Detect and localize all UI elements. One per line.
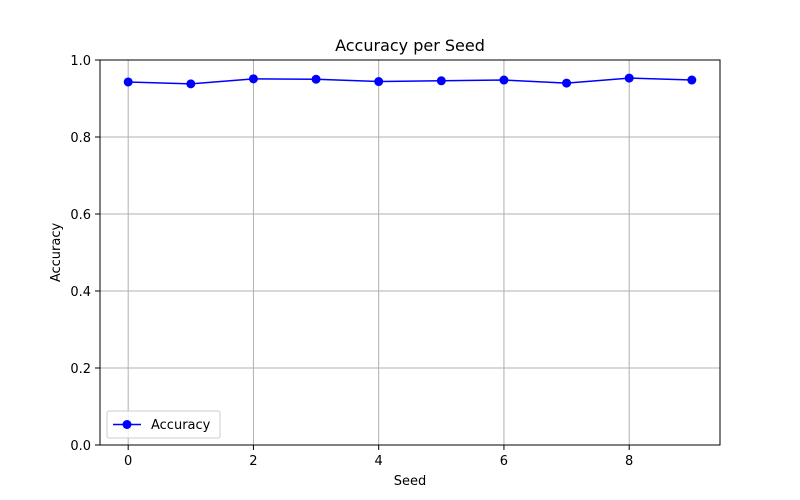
data-point bbox=[311, 74, 321, 84]
x-tick-label: 4 bbox=[375, 454, 383, 469]
series-layer bbox=[123, 73, 697, 89]
ticks-layer: 0 2 4 6 8 0.0 0.2 0.4 0.6 0.8 1.0 bbox=[70, 54, 633, 469]
data-point bbox=[562, 78, 572, 88]
chart-title: Accuracy per Seed bbox=[335, 36, 485, 55]
y-tick-label: 0.4 bbox=[70, 285, 91, 300]
data-point bbox=[624, 73, 634, 83]
x-axis-title: Seed bbox=[394, 474, 427, 489]
x-tick-label: 8 bbox=[625, 454, 633, 469]
y-tick-label: 1.0 bbox=[70, 54, 91, 69]
x-tick-label: 0 bbox=[124, 454, 132, 469]
y-tick-label: 0.8 bbox=[70, 131, 91, 146]
y-axis-title: Accuracy bbox=[49, 223, 64, 283]
data-point bbox=[687, 75, 697, 85]
legend-label: Accuracy bbox=[151, 418, 211, 433]
x-tick-label: 6 bbox=[500, 454, 508, 469]
y-tick-label: 0.6 bbox=[70, 208, 91, 223]
data-point bbox=[436, 76, 446, 86]
data-point bbox=[248, 74, 258, 84]
legend-box bbox=[106, 410, 221, 439]
y-tick-label: 0.2 bbox=[70, 362, 91, 377]
data-point bbox=[186, 79, 196, 89]
legend-marker-swatch bbox=[122, 420, 132, 429]
data-point bbox=[123, 77, 133, 87]
plot-frame bbox=[99, 59, 721, 446]
legend: Accuracy bbox=[106, 410, 221, 439]
data-point bbox=[499, 75, 509, 85]
data-point bbox=[374, 77, 384, 87]
series-line-accuracy bbox=[128, 77, 692, 85]
y-tick-label: 0.0 bbox=[70, 439, 91, 454]
x-tick-label: 2 bbox=[249, 454, 257, 469]
